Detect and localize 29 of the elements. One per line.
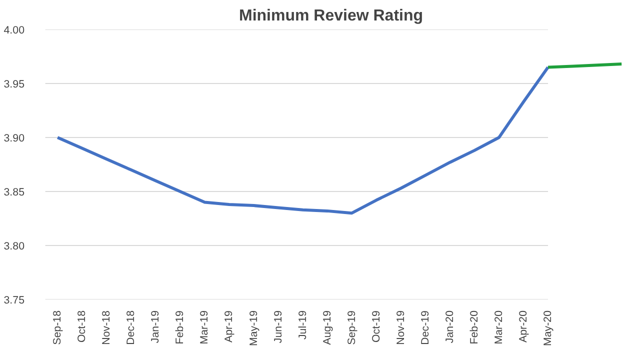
x-tick-label: Oct-18: [76, 310, 88, 342]
y-tick-label: 3.75: [4, 294, 25, 306]
x-tick-label: Sep-18: [52, 310, 64, 345]
x-tick-label: Sep-19: [346, 310, 358, 345]
y-tick-label: 4.00: [4, 24, 25, 36]
x-tick-label: Nov-19: [394, 310, 407, 345]
line-series: [56, 66, 550, 215]
y-tick-label: 3.95: [4, 78, 25, 90]
x-tick-label: Jan-20: [444, 310, 456, 344]
x-tick-label: Jun-19: [272, 310, 284, 344]
x-tick-label: Jul-19: [296, 310, 309, 340]
x-tick-label: Dec-18: [125, 310, 138, 345]
y-tick-label: 3.90: [4, 132, 25, 144]
y-tick-label: 3.85: [4, 186, 25, 198]
x-tick-label: Dec-19: [419, 310, 432, 345]
y-tick-label: 3.80: [4, 240, 25, 252]
x-tick-label: Nov-18: [100, 310, 113, 345]
chart-title: Minimum Review Rating: [238, 8, 424, 24]
x-tick-label: Jan-19: [150, 310, 162, 344]
x-tick-label: Feb-20: [468, 310, 480, 344]
x-tick-label: Mar-19: [198, 310, 211, 344]
x-tick-label: Mar-20: [492, 310, 505, 344]
x-tick-label: May-20: [542, 310, 554, 346]
x-tick-label: Oct-19: [370, 310, 382, 342]
x-tick-label: Feb-19: [174, 310, 186, 344]
x-tick-label: Aug-19: [321, 310, 334, 345]
x-tick-label: Apr-19: [223, 310, 236, 342]
x-tick-label: Apr-20: [518, 310, 530, 342]
x-tick-label: May-19: [248, 310, 260, 346]
